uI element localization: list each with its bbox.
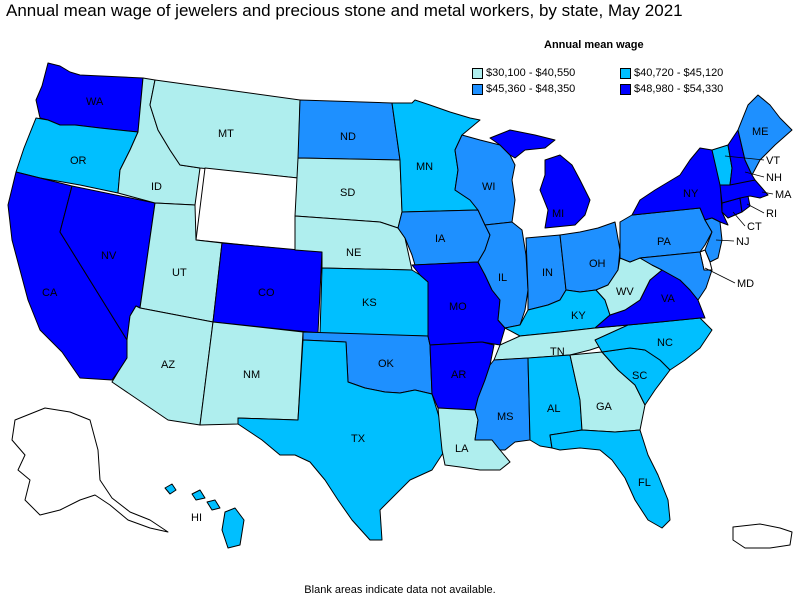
state-NJ[interactable] bbox=[704, 217, 723, 263]
label-TX: TX bbox=[351, 433, 366, 445]
label-PA: PA bbox=[657, 236, 672, 248]
label-OH: OH bbox=[589, 258, 606, 270]
footnote: Blank areas indicate data not available. bbox=[304, 584, 496, 596]
label-WA: WA bbox=[86, 96, 104, 108]
legend-swatch-1 bbox=[472, 67, 483, 79]
label-FL: FL bbox=[638, 477, 651, 489]
label-MD: MD bbox=[737, 278, 754, 290]
label-RI: RI bbox=[766, 208, 777, 220]
label-SD: SD bbox=[340, 187, 355, 199]
label-WI: WI bbox=[482, 181, 495, 193]
legend-swatch-4 bbox=[620, 83, 631, 95]
label-NC: NC bbox=[657, 337, 673, 349]
label-MA: MA bbox=[775, 189, 792, 201]
leader-MD bbox=[704, 267, 736, 284]
state-MD[interactable] bbox=[639, 251, 713, 301]
label-CT: CT bbox=[747, 221, 762, 233]
legend-item-2: $40,720 - $45,120 bbox=[620, 66, 723, 80]
label-IA: IA bbox=[435, 233, 446, 245]
legend-item-4: $48,980 - $54,330 bbox=[620, 82, 723, 96]
state-AK[interactable] bbox=[11, 407, 169, 533]
legend-label-1: $30,100 - $40,550 bbox=[486, 67, 576, 79]
leader-MA bbox=[761, 191, 774, 195]
label-NM: NM bbox=[243, 369, 260, 381]
state-IL[interactable] bbox=[477, 221, 529, 329]
label-NJ: NJ bbox=[736, 236, 749, 248]
label-ID: ID bbox=[151, 181, 162, 193]
label-CO: CO bbox=[258, 287, 275, 299]
legend-item-3: $45,360 - $48,350 bbox=[472, 82, 575, 96]
state-ND[interactable] bbox=[297, 99, 401, 161]
state-MI[interactable] bbox=[489, 129, 591, 229]
state-FL[interactable] bbox=[549, 429, 671, 529]
label-MS: MS bbox=[497, 411, 514, 423]
leader-RI bbox=[746, 203, 765, 214]
label-HI: HI bbox=[191, 512, 202, 524]
label-NV: NV bbox=[101, 250, 117, 262]
label-MT: MT bbox=[218, 128, 234, 140]
label-MO: MO bbox=[449, 301, 467, 313]
state-PR[interactable] bbox=[732, 523, 793, 549]
label-LA: LA bbox=[455, 443, 469, 455]
leader-VT bbox=[724, 155, 765, 161]
label-AZ: AZ bbox=[161, 359, 175, 371]
label-TN: TN bbox=[550, 346, 565, 358]
legend-item-1: $30,100 - $40,550 bbox=[472, 66, 575, 80]
label-OK: OK bbox=[378, 358, 395, 370]
legend-swatch-3 bbox=[472, 83, 483, 95]
state-MA[interactable] bbox=[719, 179, 769, 204]
label-VT: VT bbox=[766, 155, 780, 167]
map-title: Annual mean wage of jewelers and preciou… bbox=[6, 1, 683, 20]
legend-label-4: $48,980 - $54,330 bbox=[634, 83, 724, 95]
leader-NJ bbox=[715, 239, 735, 242]
state-ME[interactable] bbox=[737, 94, 793, 176]
state-TX[interactable] bbox=[237, 339, 446, 541]
label-OR: OR bbox=[70, 155, 87, 167]
state-WY[interactable] bbox=[195, 167, 299, 251]
legend-label-3: $45,360 - $48,350 bbox=[486, 83, 576, 95]
label-UT: UT bbox=[172, 267, 187, 279]
label-IN: IN bbox=[542, 267, 553, 279]
label-NY: NY bbox=[683, 188, 699, 200]
label-IL: IL bbox=[498, 272, 507, 284]
label-WV: WV bbox=[616, 286, 634, 298]
state-HI[interactable] bbox=[164, 483, 245, 549]
state-MS[interactable] bbox=[474, 357, 531, 451]
label-NE: NE bbox=[346, 247, 361, 259]
label-AR: AR bbox=[451, 369, 466, 381]
leader-NH bbox=[744, 171, 765, 178]
label-AL: AL bbox=[547, 403, 560, 415]
label-KS: KS bbox=[362, 297, 377, 309]
leader-CT bbox=[732, 211, 746, 227]
label-MI: MI bbox=[552, 208, 564, 220]
label-NH: NH bbox=[766, 172, 782, 184]
label-GA: GA bbox=[596, 401, 613, 413]
label-KY: KY bbox=[571, 310, 586, 322]
legend-swatch-2 bbox=[620, 67, 631, 79]
label-VA: VA bbox=[661, 293, 676, 305]
legend-label-2: $40,720 - $45,120 bbox=[634, 67, 724, 79]
label-ND: ND bbox=[340, 131, 356, 143]
state-RI[interactable] bbox=[739, 195, 751, 213]
label-ME: ME bbox=[752, 126, 769, 138]
legend-title: Annual mean wage bbox=[544, 39, 644, 51]
label-SC: SC bbox=[632, 370, 647, 382]
label-MN: MN bbox=[416, 161, 433, 173]
label-CA: CA bbox=[42, 287, 58, 299]
